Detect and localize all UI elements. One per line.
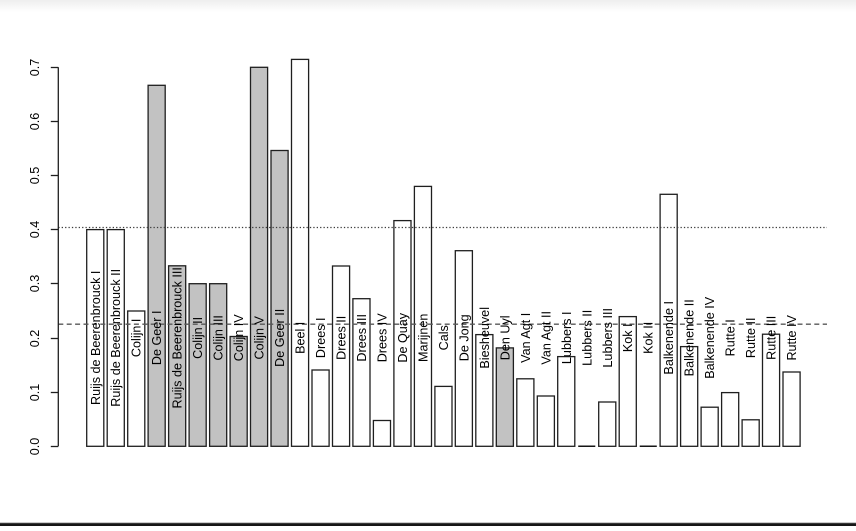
svg-text:Lubbers I: Lubbers I — [560, 312, 574, 365]
svg-text:Biesheuvel: Biesheuvel — [478, 307, 492, 369]
svg-text:Marijnen: Marijnen — [416, 314, 430, 362]
svg-text:Drees II: Drees II — [335, 316, 349, 360]
svg-text:Colijn III: Colijn III — [212, 315, 226, 361]
svg-text:Colijn II: Colijn II — [191, 317, 205, 359]
svg-text:0.5: 0.5 — [28, 167, 42, 185]
svg-text:Kok II: Kok II — [642, 322, 656, 354]
svg-text:Drees III: Drees III — [355, 314, 369, 362]
svg-text:De Geer I: De Geer I — [150, 311, 164, 366]
svg-text:0.4: 0.4 — [28, 221, 42, 239]
svg-text:Cals: Cals — [437, 325, 451, 350]
svg-text:Ruijs de Beerenbrouck I: Ruijs de Beerenbrouck I — [89, 271, 103, 405]
svg-text:0.3: 0.3 — [28, 275, 42, 293]
svg-text:Den Uyl: Den Uyl — [498, 315, 512, 360]
svg-text:Balkenende II: Balkenende II — [683, 299, 697, 376]
svg-text:Rutte II: Rutte II — [744, 317, 758, 358]
svg-text:0.0: 0.0 — [28, 438, 42, 456]
svg-text:Rutte I: Rutte I — [724, 319, 738, 356]
svg-text:Beel I: Beel I — [294, 322, 308, 354]
svg-text:Van Agt II: Van Agt II — [539, 311, 553, 365]
svg-text:Ruijs de Beerenbrouck II: Ruijs de Beerenbrouck II — [109, 269, 123, 407]
svg-text:Colijn I: Colijn I — [130, 319, 144, 358]
svg-text:Kok I: Kok I — [621, 323, 635, 352]
svg-text:Lubbers II: Lubbers II — [580, 310, 594, 366]
svg-text:Colijn IV: Colijn IV — [232, 314, 246, 361]
svg-text:De Quay: De Quay — [396, 312, 410, 362]
svg-text:Van Agt I: Van Agt I — [519, 313, 533, 363]
svg-text:Drees I: Drees I — [314, 318, 328, 359]
svg-text:Rutte IV: Rutte IV — [785, 314, 799, 360]
svg-text:0.6: 0.6 — [28, 113, 42, 131]
svg-text:Balkenende IV: Balkenende IV — [703, 296, 717, 379]
svg-text:De Geer II: De Geer II — [273, 309, 287, 367]
svg-text:Rutte III: Rutte III — [765, 316, 779, 360]
svg-text:Lubbers III: Lubbers III — [601, 308, 615, 368]
svg-text:Drees IV: Drees IV — [376, 313, 390, 363]
svg-text:Colijn V: Colijn V — [253, 316, 267, 360]
svg-text:0.2: 0.2 — [28, 330, 42, 348]
svg-text:Balkenende I: Balkenende I — [662, 301, 676, 375]
svg-text:0.7: 0.7 — [28, 59, 42, 77]
svg-text:Ruijs de Beerenbrouck III: Ruijs de Beerenbrouck III — [171, 267, 185, 408]
svg-text:De Jong: De Jong — [457, 314, 471, 361]
svg-text:0.1: 0.1 — [28, 384, 42, 402]
